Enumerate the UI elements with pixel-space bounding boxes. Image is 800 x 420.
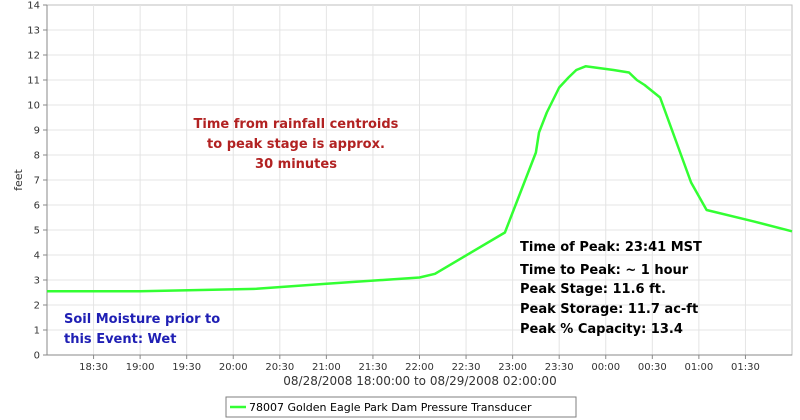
y-tick-label: 8 xyxy=(34,151,40,162)
x-tick-label: 19:30 xyxy=(172,362,201,373)
x-tick-label: 19:00 xyxy=(126,362,155,373)
y-tick-label: 3 xyxy=(34,276,40,287)
peak-info-time-of-peak: Time of Peak: 23:41 MST xyxy=(520,240,702,255)
y-tick-label: 0 xyxy=(34,351,40,362)
x-tick-label: 18:30 xyxy=(79,362,108,373)
centroid-note: Time from rainfall centroids to peak sta… xyxy=(194,117,399,172)
gridlines xyxy=(47,5,792,355)
x-tick-label: 22:00 xyxy=(405,362,434,373)
soil-moisture-line-1: Soil Moisture prior to xyxy=(64,312,220,327)
y-tick-label: 4 xyxy=(34,251,40,262)
centroid-note-line-1: Time from rainfall centroids xyxy=(194,117,399,132)
x-tick-label: 20:00 xyxy=(219,362,248,373)
y-tick-label: 1 xyxy=(34,326,40,337)
y-tick-label: 7 xyxy=(34,176,40,187)
x-tick-label: 21:00 xyxy=(312,362,341,373)
y-tick-label: 6 xyxy=(34,201,40,212)
series-layer xyxy=(47,65,793,293)
soil-moisture-line-2: this Event: Wet xyxy=(64,332,176,347)
peak-info-peak-storage: Peak Storage: 11.7 ac-ft xyxy=(520,302,698,317)
x-tick-label: 20:30 xyxy=(265,362,294,373)
y-axis-title: feet xyxy=(12,168,25,190)
peak-info-peak-stage: Peak Stage: 11.6 ft. xyxy=(520,282,666,297)
x-tick-label: 00:30 xyxy=(638,362,667,373)
x-tick-label: 22:30 xyxy=(452,362,481,373)
x-tick-label: 00:00 xyxy=(591,362,620,373)
x-tick-label: 21:30 xyxy=(359,362,388,373)
legend: 78007 Golden Eagle Park Dam Pressure Tra… xyxy=(225,396,577,418)
y-tick-label: 9 xyxy=(34,126,40,137)
y-tick-label: 11 xyxy=(27,76,40,87)
x-tick-label: 23:30 xyxy=(545,362,574,373)
y-tick-label: 10 xyxy=(27,101,40,112)
centroid-note-line-3: 30 minutes xyxy=(255,157,337,172)
x-tick-label: 01:00 xyxy=(684,362,713,373)
x-tick-label: 01:30 xyxy=(731,362,760,373)
x-axis-title: 08/28/2008 18:00:00 to 08/29/2008 02:00:… xyxy=(283,374,556,388)
centroid-note-line-2: to peak stage is approx. xyxy=(207,137,385,152)
soil-moisture-note: Soil Moisture prior to this Event: Wet xyxy=(64,312,220,347)
peak-info: Time of Peak: 23:41 MST Time to Peak: ~ … xyxy=(520,240,702,337)
y-tick-label: 5 xyxy=(34,226,40,237)
legend-label: 78007 Golden Eagle Park Dam Pressure Tra… xyxy=(249,401,532,414)
legend-box xyxy=(225,396,577,418)
y-tick-label: 13 xyxy=(27,26,40,37)
x-tick-label: 23:00 xyxy=(498,362,527,373)
y-tick-label: 2 xyxy=(34,301,40,312)
peak-info-peak-capacity: Peak % Capacity: 13.4 xyxy=(520,322,683,337)
series-line-0 xyxy=(47,65,793,293)
y-tick-label: 14 xyxy=(27,1,40,12)
y-tick-label: 12 xyxy=(27,51,40,62)
peak-info-time-to-peak: Time to Peak: ~ 1 hour xyxy=(520,263,689,278)
